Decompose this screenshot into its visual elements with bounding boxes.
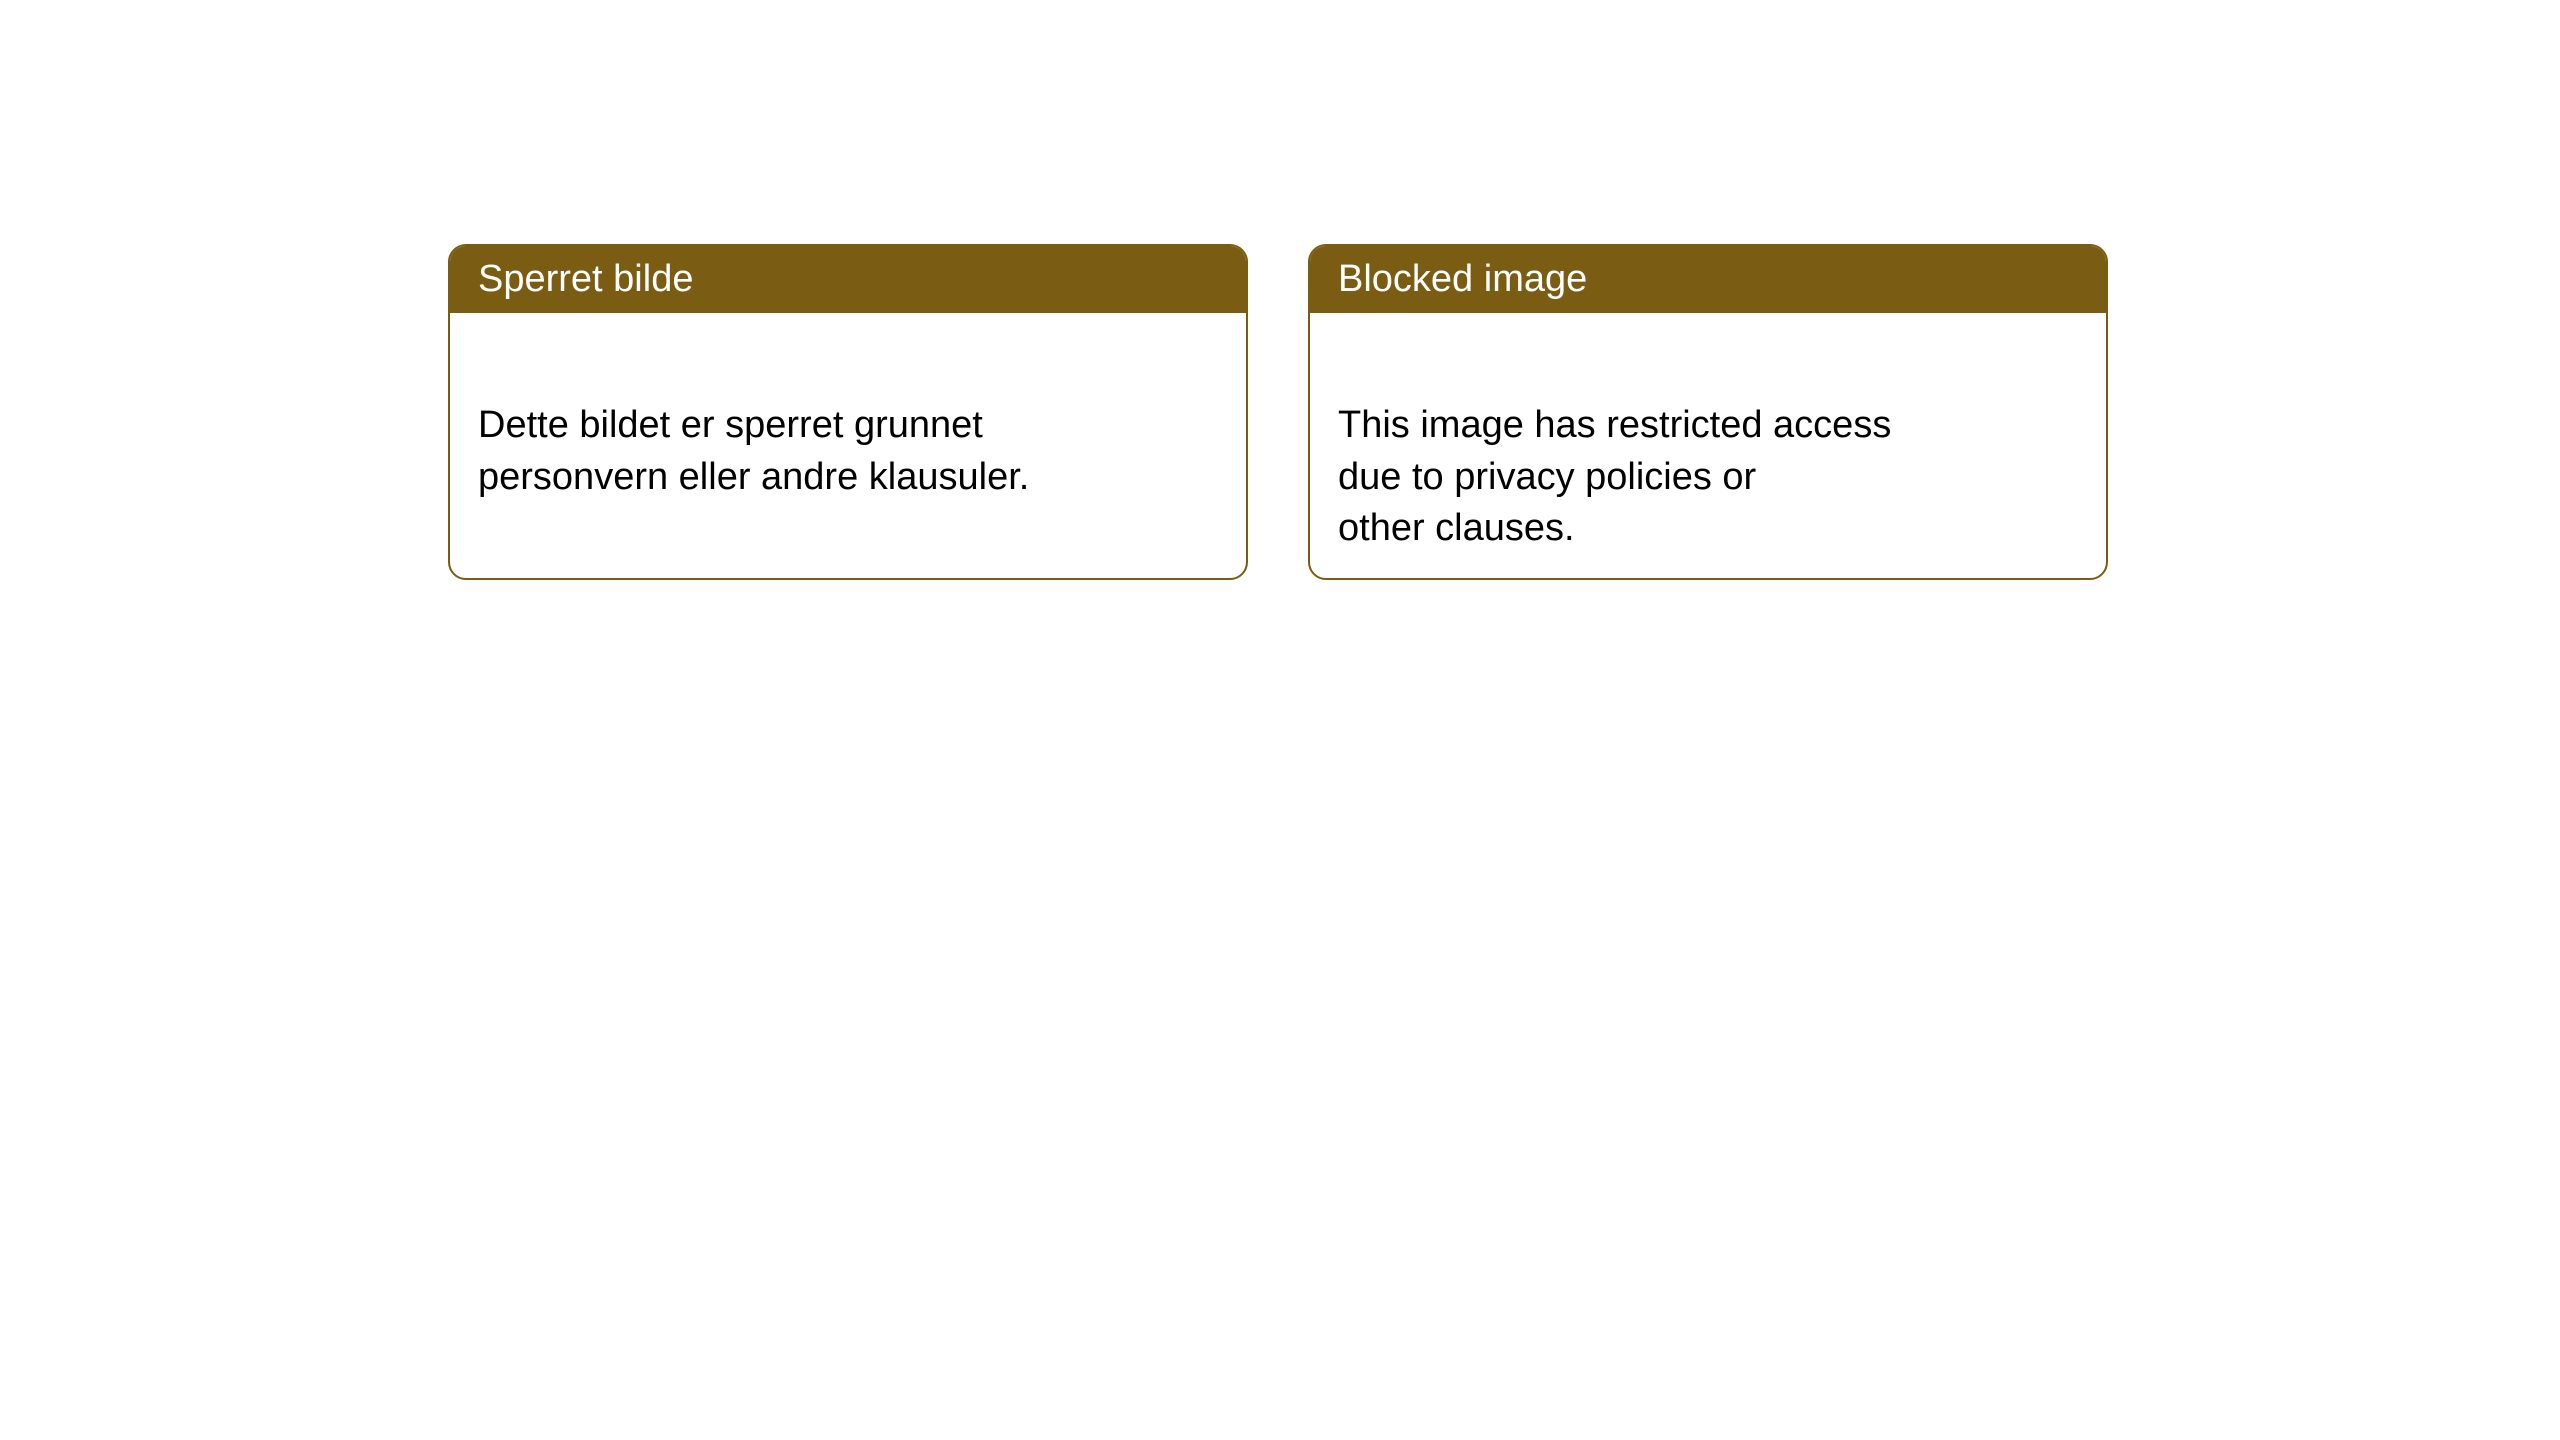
notice-title: Blocked image: [1338, 258, 1587, 300]
notice-container: Sperret bilde Dette bildet er sperret gr…: [448, 244, 2108, 580]
notice-header: Sperret bilde: [450, 246, 1246, 313]
notice-message: Dette bildet er sperret grunnet personve…: [478, 404, 1029, 497]
notice-card-english: Blocked image This image has restricted …: [1308, 244, 2108, 580]
notice-message: This image has restricted access due to …: [1338, 404, 1891, 549]
notice-header: Blocked image: [1310, 246, 2106, 313]
notice-card-norwegian: Sperret bilde Dette bildet er sperret gr…: [448, 244, 1248, 580]
notice-body: Dette bildet er sperret grunnet personve…: [450, 313, 1246, 539]
notice-body: This image has restricted access due to …: [1310, 313, 2106, 580]
notice-title: Sperret bilde: [478, 258, 693, 300]
